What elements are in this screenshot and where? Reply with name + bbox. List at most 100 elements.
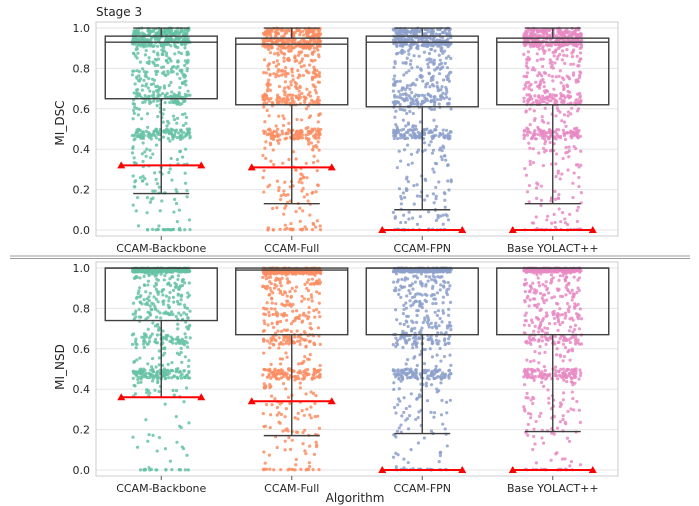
data-point [315, 219, 320, 223]
data-point [146, 362, 150, 366]
data-point [180, 81, 185, 86]
data-point [280, 132, 285, 136]
data-point [267, 67, 271, 71]
data-point [542, 28, 546, 32]
data-point [312, 452, 317, 456]
data-point [317, 375, 321, 379]
data-point [277, 114, 281, 118]
data-point [142, 45, 146, 49]
data-point [134, 315, 138, 319]
data-point [524, 30, 528, 34]
data-point [183, 63, 187, 68]
data-point [309, 141, 313, 145]
data-point [133, 161, 138, 165]
data-point [418, 74, 422, 78]
data-point [563, 96, 567, 100]
data-point [410, 66, 414, 70]
data-point [551, 79, 555, 83]
data-point [300, 320, 304, 324]
data-point [177, 287, 181, 291]
data-point [555, 152, 559, 156]
data-point [285, 277, 289, 281]
data-point [312, 49, 316, 54]
data-point [310, 29, 314, 34]
data-point [417, 134, 421, 138]
data-point [526, 58, 531, 62]
data-point [133, 32, 137, 36]
data-point [431, 43, 435, 47]
data-point [271, 269, 275, 274]
data-point [136, 381, 140, 385]
data-point [265, 108, 269, 113]
data-point [537, 47, 541, 51]
data-point [418, 214, 422, 219]
data-point [437, 72, 442, 76]
data-point [155, 103, 159, 108]
data-point [140, 179, 145, 183]
data-point [144, 84, 148, 88]
data-point [283, 415, 287, 419]
data-point [145, 391, 149, 395]
data-point [282, 189, 286, 193]
data-point [131, 69, 135, 73]
data-point [286, 377, 290, 381]
data-point [411, 111, 415, 116]
data-point [313, 58, 317, 62]
data-point [263, 312, 268, 317]
data-point [415, 397, 419, 401]
data-point [276, 47, 280, 51]
data-point [153, 63, 157, 68]
data-point [430, 28, 434, 32]
data-point [183, 92, 187, 96]
data-point [184, 83, 188, 87]
data-point [156, 114, 160, 119]
data-point [275, 445, 279, 450]
data-point [286, 46, 291, 51]
data-point [410, 91, 414, 95]
data-point [140, 84, 145, 88]
data-point [402, 148, 407, 152]
data-point [142, 468, 146, 472]
data-point [393, 60, 397, 64]
data-point [162, 42, 167, 46]
data-point [296, 53, 301, 57]
data-point [431, 192, 435, 196]
data-point [429, 429, 434, 433]
data-point [433, 297, 438, 301]
data-point [410, 328, 414, 332]
data-point [445, 42, 449, 46]
data-point [180, 29, 184, 33]
data-point [445, 411, 449, 415]
data-point [270, 297, 274, 301]
data-point [308, 413, 312, 417]
data-point [434, 32, 439, 36]
data-point [141, 371, 145, 375]
data-point [152, 78, 157, 82]
data-point [565, 54, 569, 58]
data-point [302, 359, 306, 363]
data-point [577, 64, 581, 68]
data-point [153, 270, 157, 274]
data-point [435, 81, 439, 85]
data-point [299, 50, 304, 54]
data-point [432, 58, 436, 62]
data-point [309, 58, 313, 63]
data-point [570, 136, 574, 140]
data-point [422, 269, 426, 273]
data-point [558, 69, 562, 73]
data-point [422, 141, 427, 145]
data-point [576, 135, 580, 139]
data-point [396, 278, 400, 282]
data-point [168, 290, 172, 295]
data-point [148, 391, 152, 395]
data-point [423, 44, 427, 48]
data-point [268, 341, 272, 345]
data-point [573, 132, 577, 136]
data-point [529, 88, 534, 92]
data-point [148, 148, 152, 152]
data-point [134, 47, 138, 52]
data-point [421, 320, 425, 325]
data-point [304, 345, 308, 349]
data-point [178, 424, 182, 428]
data-point [411, 98, 415, 102]
